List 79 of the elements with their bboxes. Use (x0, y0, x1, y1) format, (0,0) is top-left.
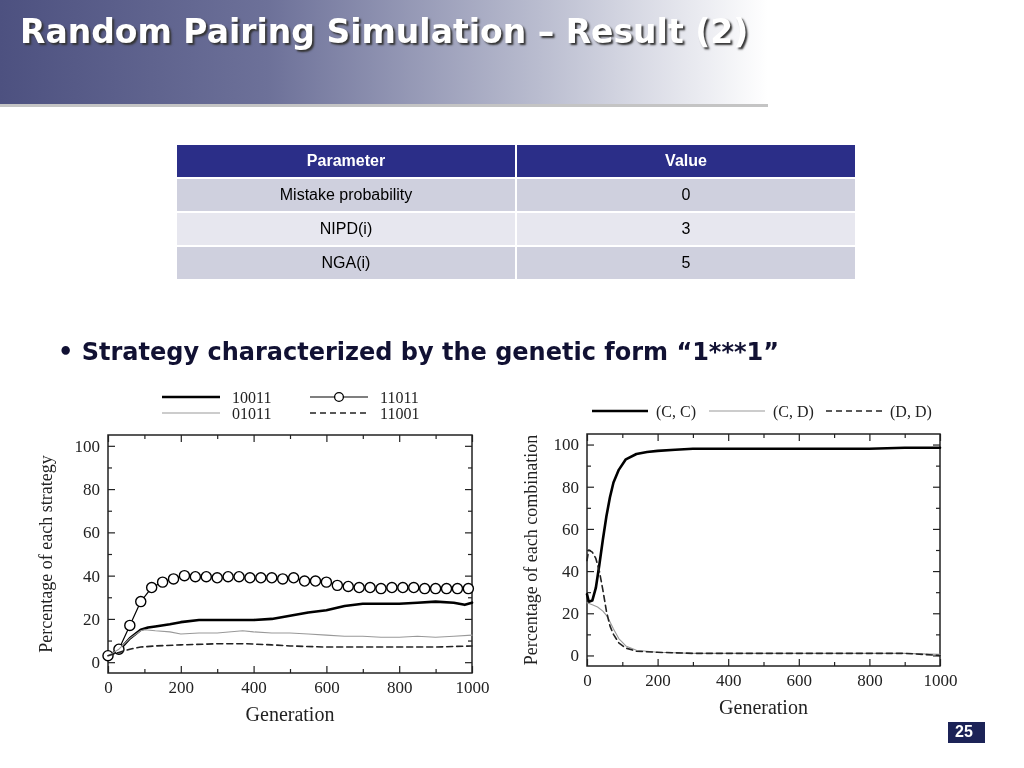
category-label: NIPD(i) (177, 213, 515, 245)
point (178, 569, 191, 582)
x-tick-label: 1000 (455, 678, 490, 698)
x-tick-label: 600 (314, 678, 340, 698)
x-tick-label: 800 (386, 678, 413, 698)
point (276, 573, 289, 585)
point (462, 582, 475, 595)
x-tick-label: 400 (241, 678, 267, 698)
point (342, 580, 354, 593)
y-tick-label: 40 (562, 562, 579, 582)
x-tick-label: 0 (583, 671, 592, 691)
point (124, 619, 136, 632)
point (386, 581, 398, 594)
legend-label: 11001 (380, 404, 420, 422)
point (375, 582, 387, 595)
x-tick-label: 600 (786, 671, 813, 691)
x-axis-title: Generation (719, 696, 808, 718)
x-tick-label: 1000 (923, 671, 958, 691)
y-tick-label: 80 (562, 477, 579, 497)
point (408, 581, 420, 594)
point (418, 582, 431, 595)
point (298, 575, 311, 587)
legend-label: 11011 (380, 388, 419, 406)
point (440, 582, 453, 595)
y-tick-label: 0 (91, 653, 100, 673)
point (156, 576, 169, 588)
point (331, 579, 344, 592)
y-axis-title: Percentage of each combination (521, 434, 541, 666)
y-tick-label: 100 (553, 435, 579, 455)
text: • Strategy characterized by the genetic form “1***1” (58, 338, 779, 366)
x-tick-label: 800 (857, 671, 883, 691)
category-label: Mistake probability (177, 179, 515, 211)
y-tick-label: 40 (83, 566, 100, 586)
y-tick-label: 60 (562, 519, 579, 539)
point (353, 581, 365, 594)
y-tick-label: 0 (570, 646, 579, 666)
legend-label: (D, D) (890, 402, 932, 421)
legend-label: 10011 (232, 388, 272, 406)
line-series (585, 446, 942, 603)
point (244, 572, 256, 584)
x-axis-title: Generation (245, 703, 335, 725)
y-axis-title: Percentage of each strategy (36, 455, 56, 653)
y-tick-label: 80 (83, 480, 100, 500)
point (451, 582, 464, 595)
legend-label: (C, D) (773, 402, 814, 421)
legend-label: 01011 (232, 404, 272, 422)
x-tick-label: 0 (104, 678, 113, 698)
point (167, 573, 180, 585)
point (320, 576, 333, 588)
point (233, 570, 245, 583)
point (189, 570, 202, 583)
text: Parameter (177, 145, 515, 177)
point (266, 572, 278, 584)
x-tick-label: 200 (645, 671, 671, 691)
point (309, 575, 322, 587)
page-number-box: 25 (948, 722, 985, 743)
text: Value (517, 145, 855, 177)
y-tick-label: 100 (74, 436, 100, 456)
data-label: 3 (517, 213, 855, 245)
point (397, 581, 409, 594)
y-tick-label: 20 (562, 604, 579, 624)
y-tick-label: 60 (83, 523, 100, 543)
point (145, 581, 158, 594)
point (211, 572, 223, 584)
point (429, 582, 442, 595)
point (255, 572, 267, 584)
point (287, 572, 300, 584)
point (364, 581, 376, 594)
point (135, 595, 147, 608)
x-tick-label: 400 (715, 671, 742, 691)
x-tick-label: 200 (168, 678, 195, 698)
data-label: 0 (517, 179, 855, 211)
text: Random Pairing Simulation – Result (2) (20, 12, 749, 51)
point (200, 570, 213, 583)
y-tick-label: 20 (83, 609, 100, 629)
point (222, 570, 234, 583)
data-label: 5 (517, 247, 855, 279)
category-label: NGA(i) (177, 247, 515, 279)
legend-label: (C, C) (656, 402, 696, 421)
